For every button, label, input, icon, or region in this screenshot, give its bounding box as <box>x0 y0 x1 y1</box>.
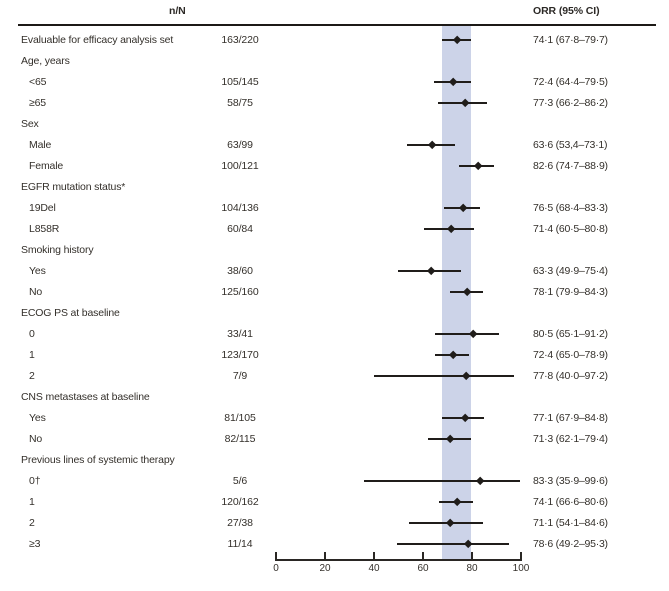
row-nn-value: 58/75 <box>227 97 253 109</box>
row-orr-value: 74·1 (66·6–80·6) <box>533 496 608 508</box>
row-orr-value: 72·4 (65·0–78·9) <box>533 349 608 361</box>
row-label: 0† <box>29 475 41 487</box>
row-orr-value: 77·3 (66·2–86·2) <box>533 97 608 109</box>
group-header-label: Previous lines of systemic therapy <box>21 454 175 466</box>
group-header-label: EGFR mutation status* <box>21 181 126 193</box>
row-label: ≥65 <box>29 97 46 109</box>
row-label: Female <box>29 160 64 172</box>
row-label: ≥3 <box>29 538 41 550</box>
row-orr-value: 71·3 (62·1–79·4) <box>533 433 608 445</box>
row-nn-value: 81/105 <box>224 412 256 424</box>
row-orr-value: 72·4 (64·4–79·5) <box>533 76 608 88</box>
row-label: 1 <box>29 349 35 361</box>
row-orr-value: 80·5 (65·1–91·2) <box>533 328 608 340</box>
row-orr-value: 82·6 (74·7–88·9) <box>533 160 608 172</box>
row-nn-value: 5/6 <box>232 475 248 487</box>
row-nn-value: 105/145 <box>221 76 259 88</box>
ci-line <box>374 375 515 377</box>
group-header-label: Age, years <box>21 55 70 67</box>
row-label: <65 <box>29 76 47 88</box>
row-orr-value: 71·4 (60·5–80·8) <box>533 223 608 235</box>
column-header-orr: ORR (95% CI) <box>533 5 600 17</box>
point-estimate-diamond <box>426 266 436 276</box>
row-nn-value: 38/60 <box>227 265 253 277</box>
row-nn-value: 163/220 <box>221 34 259 46</box>
row-label: No <box>29 433 43 445</box>
row-orr-value: 83·3 (35·9–99·6) <box>533 475 608 487</box>
axis-tick-label: 40 <box>368 563 380 574</box>
row-orr-value: 63·3 (49·9–75·4) <box>533 265 608 277</box>
axis-tick <box>471 552 473 559</box>
row-nn-value: 82/115 <box>224 433 256 445</box>
column-header-nn: n/N <box>169 5 186 17</box>
row-orr-value: 71·1 (54·1–84·6) <box>533 517 608 529</box>
x-axis-line <box>275 559 522 561</box>
row-orr-value: 74·1 (67·8–79·7) <box>533 34 608 46</box>
row-label: 2 <box>29 370 35 382</box>
axis-tick-label: 60 <box>417 563 429 574</box>
row-label: 1 <box>29 496 35 508</box>
row-nn-value: 120/162 <box>221 496 259 508</box>
row-label: Yes <box>29 265 46 277</box>
row-label: No <box>29 286 43 298</box>
row-nn-value: 60/84 <box>227 223 253 235</box>
axis-tick <box>520 552 522 559</box>
ci-line <box>396 543 510 545</box>
row-label: 2 <box>29 517 35 529</box>
row-label: 0 <box>29 328 35 340</box>
row-orr-value: 78·1 (79·9–84·3) <box>533 286 608 298</box>
row-label: L858R <box>29 223 60 235</box>
row-nn-value: 123/170 <box>221 349 259 361</box>
row-orr-value: 77·8 (40·0–97·2) <box>533 370 608 382</box>
row-nn-value: 104/136 <box>221 202 259 214</box>
row-label: 19Del <box>29 202 56 214</box>
axis-tick-label: 0 <box>273 563 279 574</box>
ci-line <box>363 480 521 482</box>
row-orr-value: 63·6 (53,4–73·1) <box>533 139 608 151</box>
group-header-label: Smoking history <box>21 244 94 256</box>
axis-tick <box>324 552 326 559</box>
row-label: Yes <box>29 412 46 424</box>
point-estimate-diamond <box>427 140 437 150</box>
row-nn-value: 33/41 <box>227 328 253 340</box>
row-nn-value: 63/99 <box>227 139 253 151</box>
axis-tick <box>373 552 375 559</box>
header-rule <box>18 24 656 26</box>
row-orr-value: 77·1 (67·9–84·8) <box>533 412 608 424</box>
group-header-label: Sex <box>21 118 39 130</box>
group-header-label: ECOG PS at baseline <box>21 307 120 319</box>
row-orr-value: 78·6 (49·2–95·3) <box>533 538 608 550</box>
axis-tick-label: 80 <box>466 563 478 574</box>
axis-tick <box>275 552 277 559</box>
axis-tick-label: 20 <box>319 563 331 574</box>
row-nn-value: 7/9 <box>232 370 248 382</box>
row-nn-value: 125/160 <box>221 286 259 298</box>
group-header-label: CNS metastases at baseline <box>21 391 150 403</box>
row-label: Male <box>29 139 52 151</box>
row-nn-value: 27/38 <box>227 517 253 529</box>
row-nn-value: 11/14 <box>227 538 253 550</box>
row-nn-value: 100/121 <box>221 160 259 172</box>
ci-line <box>435 333 500 335</box>
row-label: Evaluable for efficacy analysis set <box>21 34 174 46</box>
axis-tick-label: 100 <box>512 563 530 574</box>
axis-tick <box>422 552 424 559</box>
point-estimate-diamond <box>475 476 485 486</box>
row-orr-value: 76·5 (68·4–83·3) <box>533 202 608 214</box>
point-estimate-diamond <box>473 161 483 171</box>
